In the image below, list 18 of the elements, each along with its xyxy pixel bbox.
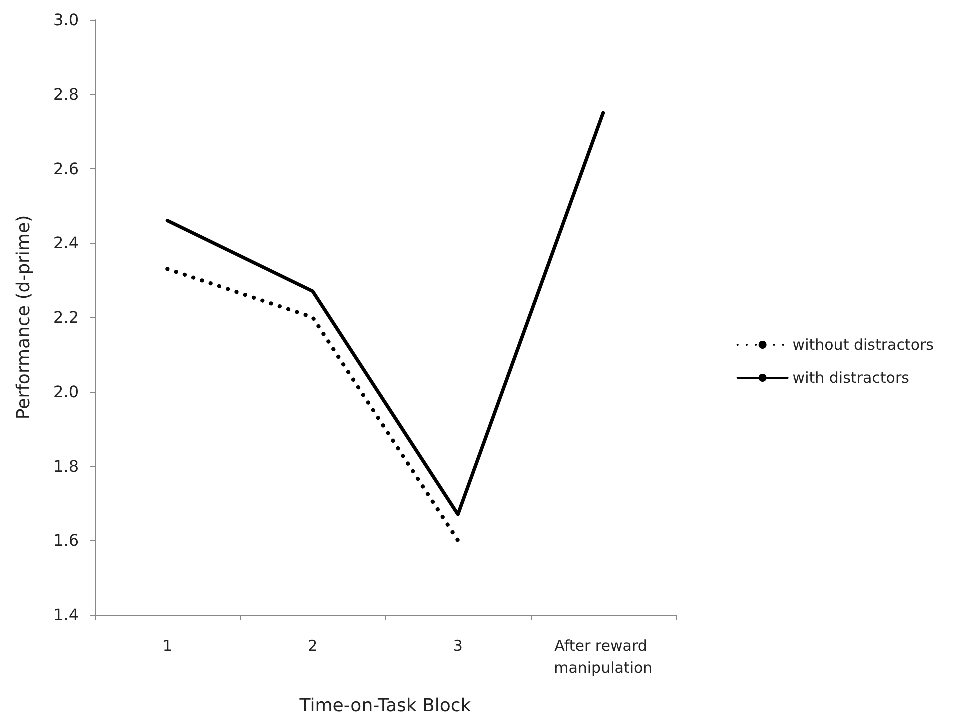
y-tick-label: 2.2 (54, 308, 79, 327)
y-tick-label: 2.6 (54, 159, 79, 178)
x-tick-label: 2 (308, 637, 318, 655)
x-axis-title: Time-on-Task Block (298, 696, 472, 716)
y-tick-label: 3.0 (54, 10, 79, 30)
y-tick-label: 2.0 (54, 382, 79, 402)
y-axis-title: Performance (d-prime) (14, 215, 34, 420)
y-tick-label: 1.8 (54, 456, 79, 476)
legend-label: with distractors (792, 369, 910, 387)
y-tick-label: 1.6 (54, 531, 79, 550)
line-series (166, 111, 606, 516)
x-tick-label: After reward manipulation (554, 637, 653, 677)
y-tick-label: 2.8 (54, 84, 79, 104)
y-tick-label: 1.4 (54, 606, 79, 624)
legend-label: without distractors (792, 336, 934, 354)
x-tick-label: 3 (453, 637, 463, 655)
x-tick-label: 1 (162, 637, 172, 655)
y-tick-label: 2.4 (54, 234, 79, 253)
